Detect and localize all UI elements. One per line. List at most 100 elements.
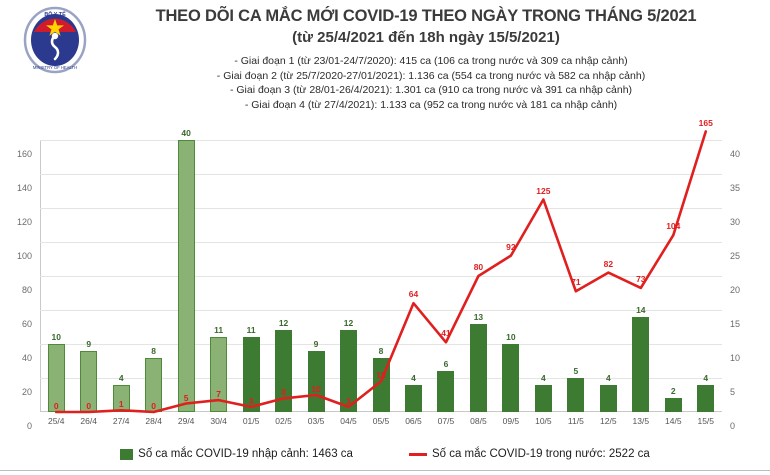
bar-label-07/5: 6 [443,359,449,370]
y-tick-right-15: 15 [730,319,741,329]
gridline [40,344,722,345]
plot-area: 10 9 4 8 40 11 11 12 9 12 8 4 6 13 10 4 5 4 14 2 4 0 0 1 0 5 7 3 8 10… [40,118,722,414]
line-label-11/5: 71 [571,277,581,288]
line-label-05/5: 18 [376,370,386,381]
bar-08/5 [469,323,487,412]
bar-label-09/5: 10 [506,332,516,342]
y-tick-right-40: 40 [730,149,741,159]
legend-label-domestic: Số ca mắc COVID-19 trong nước: 2522 ca [431,448,650,460]
y-tick-left-160: 160 [16,149,32,159]
y-tick-left-140: 140 [16,183,32,193]
line-label-09/5: 92 [506,241,516,252]
line-label-03/5: 10 [311,384,321,394]
x-label-05/5: 05/5 [372,416,390,426]
data-labels: 10 9 4 8 40 11 11 12 9 12 8 4 6 13 10 4 5 4 14 2 4 0 0 1 0 5 7 3 8 10… [40,118,722,412]
x-label-04/5: 04/5 [340,416,357,426]
x-label-06/5: 06/5 [405,416,422,426]
chart-legend: Số ca mắc COVID-19 nhập cảnh: 1463 ca Số… [0,444,770,464]
x-label-25/4: 25/4 [47,416,65,426]
bar-label-12/5: 4 [605,372,611,383]
bar-label-30/4: 11 [214,325,224,336]
y-tick-right-5: 5 [730,387,736,397]
svg-text:MINISTRY OF HEALTH: MINISTRY OF HEALTH [33,65,77,70]
bar-29/4 [177,140,195,412]
x-label-14/5: 14/5 [665,416,682,426]
phase-line-1: - Giai đoạn 1 (từ 23/01-24/7/2020): 415 … [234,55,628,67]
bar-label-26/4: 9 [86,338,92,349]
y-tick-right-0: 0 [730,421,736,431]
bar-02/5 [275,330,293,412]
bar-label-28/4: 8 [151,345,157,356]
line-label-14/5: 104 [666,221,681,232]
y-tick-left-0: 0 [26,421,32,431]
legend-item-domestic: Số ca mắc COVID-19 trong nước: 2522 ca [408,448,650,460]
y-tick-right-35: 35 [730,183,741,193]
chart-area: 0 20 40 60 80 100 120 140 160 0 5 10 15 20 25 30 35 40 1… [0,118,770,436]
bar-15/5 [697,384,715,412]
bar-09/5 [502,344,520,412]
gridline [40,310,722,311]
bar-series [40,140,722,412]
bar-label-02/5: 12 [278,318,289,329]
line-label-02/5: 8 [281,387,286,398]
x-label-10/5: 10/5 [535,416,552,426]
x-axis-labels: 25/4 26/4 27/4 28/4 29/4 30/4 01/5 02/5 03/5 04/5… [40,416,722,432]
phase-line-3: - Giai đoạn 3 (từ 28/01-26/4/2021): 1.30… [229,84,633,96]
x-label-30/4: 30/4 [210,416,227,426]
x-label-02/5: 02/5 [275,416,292,426]
bar-label-25/4: 10 [51,332,61,342]
bar-label-15/5: 4 [703,372,709,383]
footer-divider [0,470,770,471]
bar-11/5 [567,378,585,412]
line-label-04/5: 3 [346,395,351,406]
y-tick-left-20: 20 [21,387,32,397]
bar-14/5 [664,398,682,412]
line-series [54,130,708,414]
line-label-07/5: 41 [441,328,451,339]
bar-label-29/4: 40 [181,128,191,138]
bar-30/4 [210,337,228,412]
x-label-12/5: 12/5 [600,416,617,426]
header: BỘ Y TẾ MINISTRY OF HEALTH THEO DÕI CA M… [0,0,770,126]
bar-label-13/5: 14 [636,304,646,315]
x-label-13/5: 13/5 [632,416,650,426]
x-label-26/4: 26/4 [80,416,97,426]
y-tick-right-30: 30 [730,217,741,227]
line-label-08/5: 80 [473,262,484,272]
bar-label-11/5: 5 [573,366,579,376]
bar-label-01/5: 11 [246,325,256,336]
svg-text:BỘ Y TẾ: BỘ Y TẾ [44,10,66,18]
x-label-28/4: 28/4 [145,416,162,426]
page-title: THEO DÕI CA MẮC MỚI COVID-19 THEO NGÀY T… [155,7,697,25]
line-label-27/4: 1 [118,399,124,410]
bar-label-27/4: 4 [118,372,124,383]
bar-10/5 [534,384,552,412]
y-tick-left-120: 120 [16,217,32,227]
bar-label-03/5: 9 [313,338,319,349]
x-label-08/5: 08/5 [470,416,487,426]
bar-13/5 [632,316,650,412]
gridline [40,140,722,141]
x-label-29/4: 29/4 [177,416,195,426]
bar-06/5 [404,384,422,412]
x-label-01/5: 01/5 [242,416,260,426]
line-label-15/5: 165 [698,117,713,128]
y-tick-left-80: 80 [21,285,32,295]
phase-summary-list: - Giai đoạn 1 (từ 23/01-24/7/2020): 415 … [96,54,766,112]
bar-01/5 [242,337,260,412]
bar-04/5 [340,330,358,412]
y-tick-left-40: 40 [21,353,32,363]
x-label-07/5: 07/5 [437,416,455,426]
line-label-12/5: 82 [603,258,614,269]
y-tick-right-10: 10 [730,353,741,363]
bar-12/5 [599,384,617,412]
legend-label-imported: Số ca mắc COVID-19 nhập cảnh: 1463 ca [138,448,353,460]
phase-line-4: - Giai đoạn 4 (từ 27/4/2021): 1.133 ca (… [244,98,618,111]
phase-line-2: - Giai đoạn 2 (từ 25/7/2020-27/01/2021):… [216,69,646,82]
line-label-28/4: 0 [151,401,157,411]
line-label-10/5: 125 [536,185,551,196]
bar-label-05/5: 8 [378,345,384,356]
x-label-27/4: 27/4 [112,416,130,426]
legend-swatch-bar-icon [120,448,134,460]
domestic-cases-line [54,130,708,414]
